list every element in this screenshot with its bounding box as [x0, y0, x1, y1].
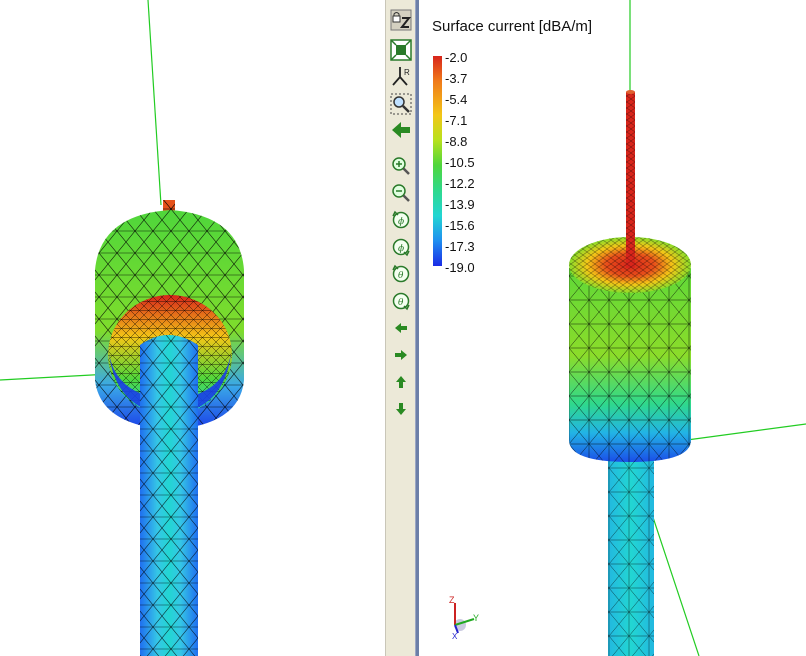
zoom-extents-icon [390, 39, 412, 61]
svg-text:θ: θ [398, 298, 404, 308]
axis-triad: Z Y X [446, 595, 486, 641]
pan-up-button[interactable] [389, 370, 413, 394]
pan-left-button[interactable] [389, 316, 413, 340]
arrow-left-large-icon [392, 122, 410, 138]
arrow-left-icon [395, 323, 407, 333]
svg-text:ϕ: ϕ [398, 217, 404, 227]
surface-current-legend: Surface current [dBA/m] -2.0 -3.7 -5.4 -7.1… [432, 18, 593, 275]
pan-right-button[interactable] [389, 343, 413, 367]
legend-tick: -2.0 [445, 50, 468, 65]
legend-tick: -17.3 [445, 239, 475, 254]
lock-z-icon [390, 9, 412, 31]
back-button[interactable] [389, 118, 413, 142]
rotate-phi-cw-icon: ϕ [392, 238, 410, 257]
zoom-in-icon [392, 157, 410, 175]
legend-tick: -10.5 [445, 155, 475, 170]
axis-y-label: Y [473, 613, 479, 623]
reset-view-button[interactable]: R [389, 64, 413, 88]
rotate-theta-cw-button[interactable]: θ [389, 289, 413, 313]
axis-r-icon: R [392, 67, 410, 86]
legend-tick: -8.8 [445, 134, 468, 149]
rotate-phi-cw-button[interactable]: ϕ [389, 235, 413, 259]
legend-tick: -19.0 [445, 260, 475, 275]
svg-text:θ: θ [398, 271, 404, 281]
svg-text:R: R [404, 68, 410, 77]
legend-tick: -12.2 [445, 176, 475, 191]
axis-x-label: X [452, 632, 458, 640]
right-3d-viewport[interactable] [419, 0, 806, 656]
zoom-extents-button[interactable] [389, 38, 413, 62]
rotate-phi-ccw-icon: ϕ [392, 210, 410, 229]
legend-tick: -5.4 [445, 92, 468, 107]
legend-tick: -3.7 [445, 71, 468, 86]
legend-tick: -7.1 [445, 113, 468, 128]
rotate-theta-cw-icon: θ [392, 292, 410, 311]
legend-tick: -13.9 [445, 197, 475, 212]
arrow-right-icon [395, 350, 407, 360]
right-model-render [569, 0, 806, 656]
arrow-up-icon [396, 376, 406, 388]
lock-z-button[interactable] [389, 8, 413, 32]
arrow-down-icon [396, 403, 406, 415]
view-toolbar: R ϕ [385, 0, 416, 656]
svg-text:ϕ: ϕ [398, 244, 404, 254]
zoom-in-button[interactable] [389, 154, 413, 178]
rotate-theta-ccw-icon: θ [392, 264, 410, 283]
left-model-render [0, 0, 244, 656]
legend-title: Surface current [dBA/m] [432, 18, 593, 35]
zoom-window-button[interactable] [389, 92, 413, 116]
pan-down-button[interactable] [389, 397, 413, 421]
legend-tick: -15.6 [445, 218, 475, 233]
zoom-window-icon [390, 93, 412, 115]
rotate-theta-ccw-button[interactable]: θ [389, 262, 413, 286]
zoom-out-icon [392, 184, 410, 202]
left-3d-viewport[interactable] [0, 0, 385, 656]
split-divider[interactable] [415, 0, 420, 656]
axis-z-label: Z [449, 595, 455, 605]
rotate-phi-ccw-button[interactable]: ϕ [389, 208, 413, 232]
legend-colorbar [433, 56, 442, 266]
axis-triad-icon: Z Y X [449, 595, 479, 641]
zoom-out-button[interactable] [389, 181, 413, 205]
